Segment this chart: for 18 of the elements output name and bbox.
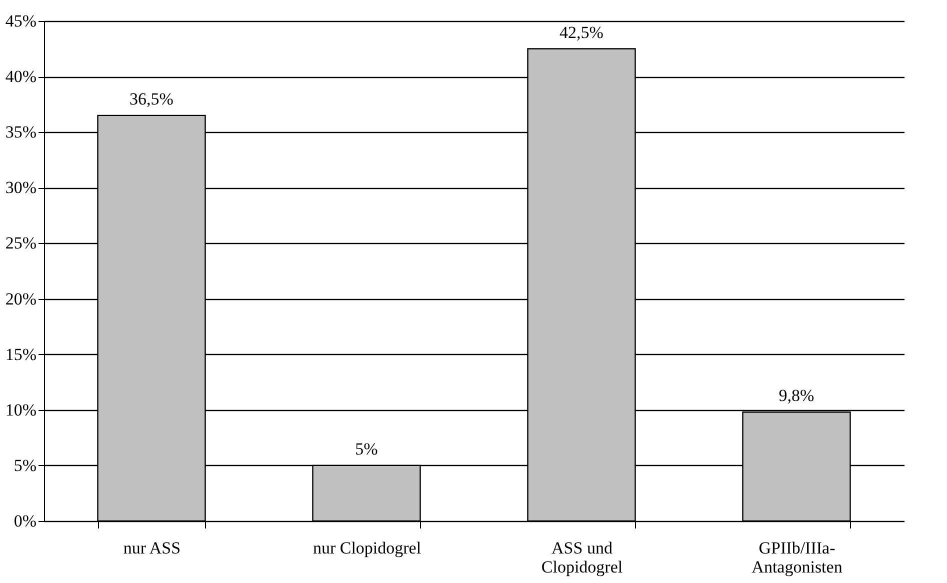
y-tick-label: 25% <box>5 234 36 253</box>
y-tick-label: 5% <box>14 456 36 475</box>
y-tick-label: 10% <box>5 400 36 420</box>
y-tick-label: 0% <box>14 512 36 530</box>
x-tick-label: nur Clopidogrel <box>312 538 422 558</box>
x-tick-label: GPIIb/IIIa-Antagonisten <box>752 538 843 576</box>
y-tick-label: 45% <box>5 12 36 30</box>
x-tick-label: nur ASS <box>123 538 181 558</box>
y-tick-label: 35% <box>5 122 36 142</box>
y-tick-label: 15% <box>5 344 36 364</box>
y-tick-label: 30% <box>5 178 36 198</box>
y-tick-label: 20% <box>5 289 36 308</box>
data-label: 9,8% <box>778 386 814 406</box>
data-label: 42,5% <box>560 22 604 42</box>
x-tick-label: ASS und Clopidogrel <box>541 538 623 576</box>
y-tick-label: 40% <box>5 67 36 86</box>
data-label: 36,5% <box>130 89 174 108</box>
data-label: 5% <box>355 439 378 458</box>
